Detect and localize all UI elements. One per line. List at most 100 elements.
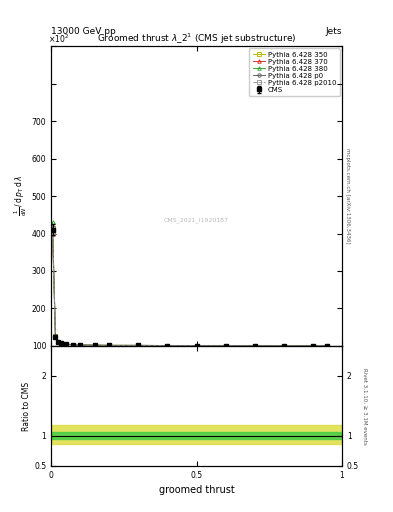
Pythia 6.428 p0 [92,342,97,348]
Pythia 6.428 350 [71,342,75,348]
Pythia 6.428 370 [59,340,64,347]
Pythia 6.428 380 [53,333,58,339]
Pythia 6.428 380 [50,219,55,225]
Pythia 6.428 p2010 [325,343,330,349]
Pythia 6.428 p2010 [107,343,112,349]
Pythia 6.428 350 [194,343,199,349]
Pythia 6.428 380 [107,343,112,349]
Pythia 6.428 p0 [252,343,257,349]
Pythia 6.428 370 [63,341,68,347]
Pythia 6.428 p2010 [310,343,315,349]
Pythia 6.428 380 [59,340,64,346]
Pythia 6.428 380 [310,343,315,349]
Y-axis label: mcplots.cern.ch [arXiv:1306.3436]: mcplots.cern.ch [arXiv:1306.3436] [345,148,350,244]
Pythia 6.428 p0 [53,333,58,339]
Pythia 6.428 p2010 [165,343,170,349]
Pythia 6.428 p0 [63,341,68,347]
Pythia 6.428 p0 [59,340,64,347]
Pythia 6.428 p0 [136,343,141,349]
Pythia 6.428 380 [325,343,330,349]
Pythia 6.428 370 [223,343,228,349]
Pythia 6.428 350 [63,341,68,347]
Pythia 6.428 350 [53,333,58,339]
Pythia 6.428 370 [194,343,199,349]
X-axis label: groomed thrust: groomed thrust [159,485,234,495]
Title: Groomed thrust $\lambda\_2^1$ (CMS jet substructure): Groomed thrust $\lambda\_2^1$ (CMS jet s… [97,32,296,46]
Legend: Pythia 6.428 350, Pythia 6.428 370, Pythia 6.428 380, Pythia 6.428 p0, Pythia 6.: Pythia 6.428 350, Pythia 6.428 370, Pyth… [249,48,340,96]
Pythia 6.428 370 [53,334,58,340]
Pythia 6.428 p2010 [50,228,55,234]
Pythia 6.428 350 [165,343,170,349]
Pythia 6.428 p0 [310,343,315,349]
Pythia 6.428 370 [50,230,55,237]
Pythia 6.428 p2010 [59,340,64,347]
Text: 13000 GeV pp: 13000 GeV pp [51,27,116,36]
Pythia 6.428 370 [310,343,315,349]
Pythia 6.428 370 [165,343,170,349]
Pythia 6.428 p0 [107,343,112,349]
Pythia 6.428 380 [63,341,68,347]
Pythia 6.428 p0 [50,224,55,230]
Pythia 6.428 p0 [223,343,228,349]
Pythia 6.428 370 [107,343,112,349]
Line: Pythia 6.428 350: Pythia 6.428 350 [51,226,329,348]
Pythia 6.428 350 [310,343,315,349]
Pythia 6.428 p0 [165,343,170,349]
Pythia 6.428 350 [223,343,228,349]
Pythia 6.428 p0 [325,343,330,349]
Pythia 6.428 380 [56,339,61,345]
Text: $\times 10^2$: $\times 10^2$ [48,33,69,45]
Pythia 6.428 350 [281,343,286,349]
Pythia 6.428 380 [165,343,170,349]
Text: Jets: Jets [325,27,342,36]
Pythia 6.428 370 [71,342,75,348]
Pythia 6.428 370 [136,343,141,349]
Pythia 6.428 350 [78,342,83,348]
Pythia 6.428 380 [252,343,257,349]
Pythia 6.428 p2010 [53,334,58,340]
Y-axis label: Ratio to CMS: Ratio to CMS [22,381,31,431]
Pythia 6.428 p0 [56,339,61,345]
Pythia 6.428 380 [92,342,97,348]
Y-axis label: $\frac{1}{\mathrm{d}N}\,/\,\mathrm{d}\,p_\mathrm{T}\,\mathrm{d}\,\lambda$: $\frac{1}{\mathrm{d}N}\,/\,\mathrm{d}\,p… [13,176,29,217]
Pythia 6.428 350 [107,343,112,349]
Pythia 6.428 370 [56,339,61,346]
Pythia 6.428 p2010 [223,343,228,349]
Pythia 6.428 350 [325,343,330,349]
Pythia 6.428 350 [50,225,55,231]
Pythia 6.428 p0 [281,343,286,349]
Pythia 6.428 380 [223,343,228,349]
Pythia 6.428 370 [252,343,257,349]
Pythia 6.428 370 [281,343,286,349]
Pythia 6.428 p2010 [63,341,68,347]
Pythia 6.428 p2010 [252,343,257,349]
Pythia 6.428 380 [136,343,141,349]
Pythia 6.428 p0 [71,342,75,348]
Line: Pythia 6.428 p0: Pythia 6.428 p0 [51,225,329,348]
Pythia 6.428 380 [194,343,199,349]
Pythia 6.428 p2010 [136,343,141,349]
Pythia 6.428 370 [78,342,83,348]
Pythia 6.428 p2010 [78,342,83,348]
Pythia 6.428 p0 [194,343,199,349]
Pythia 6.428 p2010 [71,342,75,348]
Pythia 6.428 350 [136,343,141,349]
Pythia 6.428 p0 [78,342,83,348]
Pythia 6.428 350 [59,340,64,346]
Pythia 6.428 350 [252,343,257,349]
Line: Pythia 6.428 p2010: Pythia 6.428 p2010 [51,230,329,348]
Pythia 6.428 370 [92,342,97,348]
Pythia 6.428 p2010 [194,343,199,349]
Pythia 6.428 380 [71,342,75,348]
Pythia 6.428 370 [325,343,330,349]
Pythia 6.428 380 [78,342,83,348]
Pythia 6.428 350 [92,342,97,348]
Pythia 6.428 380 [281,343,286,349]
Pythia 6.428 p2010 [92,342,97,348]
Pythia 6.428 350 [56,339,61,345]
Line: Pythia 6.428 370: Pythia 6.428 370 [51,232,329,348]
Pythia 6.428 p2010 [281,343,286,349]
Line: Pythia 6.428 380: Pythia 6.428 380 [51,221,329,348]
Text: CMS_2021_I1920187: CMS_2021_I1920187 [164,217,229,223]
Pythia 6.428 p2010 [56,339,61,346]
